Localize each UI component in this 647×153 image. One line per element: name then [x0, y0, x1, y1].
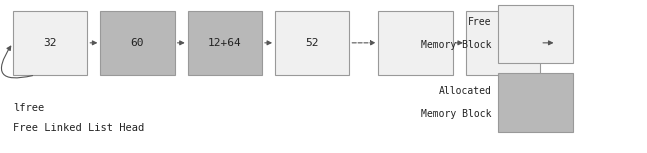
Bar — [466, 11, 540, 75]
Text: 52: 52 — [305, 38, 319, 48]
Text: 32: 32 — [43, 38, 57, 48]
Bar — [498, 73, 573, 132]
Text: lfree: lfree — [13, 103, 44, 113]
FancyArrowPatch shape — [1, 46, 32, 78]
Text: Free Linked List Head: Free Linked List Head — [13, 123, 144, 133]
Text: Allocated: Allocated — [439, 86, 492, 96]
Text: 60: 60 — [131, 38, 144, 48]
Bar — [275, 11, 349, 75]
Bar — [100, 11, 175, 75]
Bar — [188, 11, 262, 75]
Bar — [378, 11, 453, 75]
Text: Free: Free — [468, 17, 492, 27]
Text: Memory Block: Memory Block — [421, 109, 492, 119]
Text: Memory Block: Memory Block — [421, 40, 492, 50]
Text: 12+64: 12+64 — [208, 38, 242, 48]
Bar — [13, 11, 87, 75]
Bar — [498, 5, 573, 63]
